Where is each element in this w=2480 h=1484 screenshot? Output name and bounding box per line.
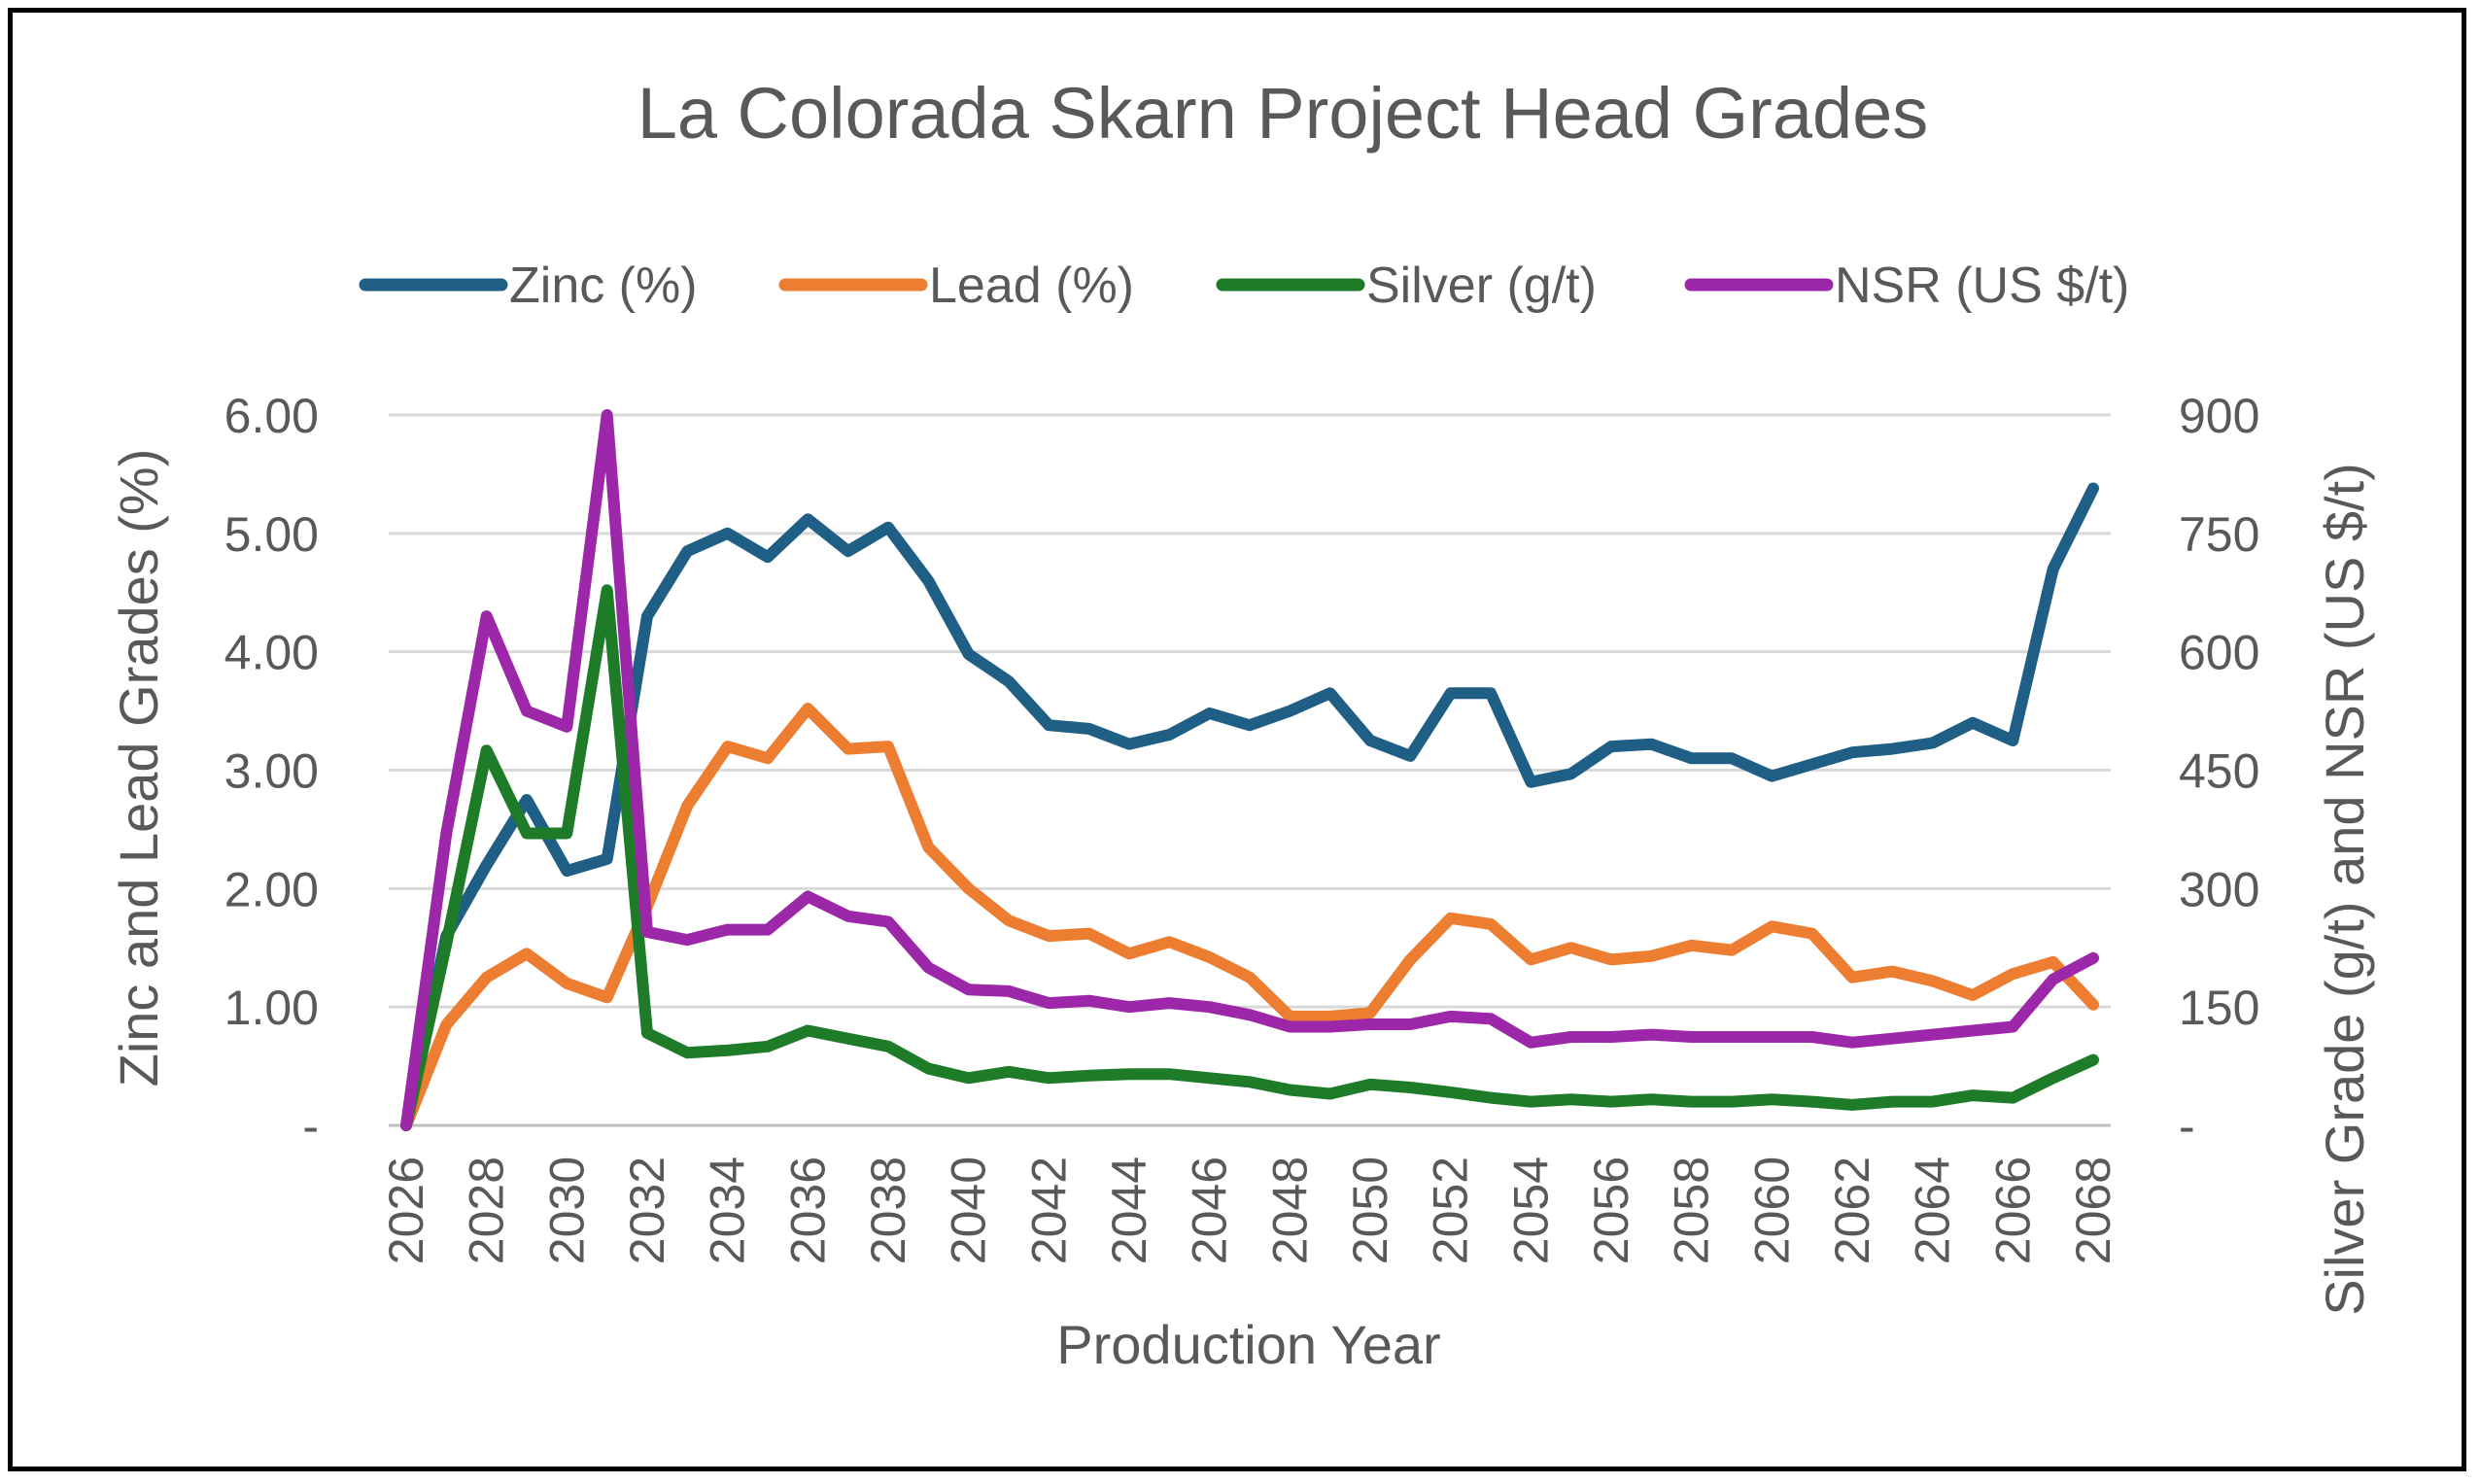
left-tick-label: 1.00	[224, 981, 319, 1035]
left-tick-label: 3.00	[224, 744, 319, 799]
legend-label: Silver (g/t)	[1366, 258, 1597, 314]
x-tick-label: 2048	[1262, 1156, 1317, 1264]
left-axis-label: Zinc and Lead Grades (%)	[108, 449, 169, 1087]
left-tick-label: 2.00	[224, 862, 319, 916]
x-axis-ticks: 2026 2028 2030 2032 2034 2036 2038 2040 2042 2044…	[379, 1156, 2120, 1264]
right-axis-label: Silver Grade (g/t) and NSR (US $/t)	[2314, 463, 2375, 1316]
x-tick-label: 2066	[1985, 1156, 2040, 1264]
right-axis-ticks: - 150 300 450 600 750 900	[2179, 389, 2259, 1154]
x-tick-label: 2042	[1021, 1156, 1076, 1264]
x-tick-label: 2028	[460, 1156, 514, 1264]
series-line-2	[400, 703, 2099, 1131]
left-tick-label: 4.00	[224, 626, 319, 680]
x-tick-label: 2060	[1744, 1156, 1799, 1264]
left-tick-label: 6.00	[224, 389, 319, 443]
right-tick-label: 600	[2179, 626, 2259, 680]
right-tick-label: 300	[2179, 862, 2259, 916]
x-tick-label: 2068	[2066, 1156, 2120, 1264]
x-tick-label: 2026	[379, 1156, 433, 1264]
series-lines	[400, 409, 2099, 1131]
right-tick-label: 450	[2179, 744, 2259, 799]
x-tick-label: 2050	[1343, 1156, 1397, 1264]
series-line-1	[400, 482, 2099, 1131]
x-tick-label: 2034	[701, 1156, 755, 1264]
x-tick-label: 2054	[1503, 1156, 1558, 1264]
right-tick-label: 150	[2179, 981, 2259, 1035]
right-tick-label: -	[2179, 1099, 2195, 1154]
left-tick-label: -	[302, 1099, 319, 1154]
left-axis-ticks: - 1.00 2.00 3.00 4.00 5.00 6.00	[224, 389, 319, 1154]
series-line-3	[400, 584, 2099, 1131]
x-tick-label: 2058	[1665, 1156, 1719, 1264]
x-tick-label: 2032	[620, 1156, 674, 1264]
x-tick-label: 2040	[942, 1156, 996, 1264]
x-tick-label: 2044	[1102, 1156, 1156, 1264]
x-tick-label: 2030	[539, 1156, 594, 1264]
legend-label: NSR (US $/t)	[1835, 258, 2129, 314]
legend-label: Zinc (%)	[509, 258, 698, 314]
x-tick-label: 2038	[861, 1156, 915, 1264]
x-tick-label: 2064	[1906, 1156, 1960, 1264]
legend-label: Lead (%)	[929, 258, 1134, 314]
legend: Zinc (%) Lead (%) Silver (g/t) NSR (US $/t)	[359, 258, 2129, 314]
x-tick-label: 2056	[1584, 1156, 1638, 1264]
x-tick-label: 2062	[1825, 1156, 1879, 1264]
right-tick-label: 900	[2179, 389, 2259, 443]
chart-title: La Colorada Skarn Project Head Grades	[637, 73, 1929, 154]
x-tick-label: 2046	[1183, 1156, 1237, 1264]
x-axis-label: Production Year	[1056, 1314, 1440, 1375]
left-tick-label: 5.00	[224, 507, 319, 562]
gridlines	[389, 413, 2111, 1127]
right-tick-label: 750	[2179, 507, 2259, 562]
x-tick-label: 2036	[780, 1156, 835, 1264]
chart-frame	[8, 8, 2466, 1471]
x-tick-label: 2052	[1424, 1156, 1478, 1264]
series-line-4	[400, 409, 2099, 1131]
